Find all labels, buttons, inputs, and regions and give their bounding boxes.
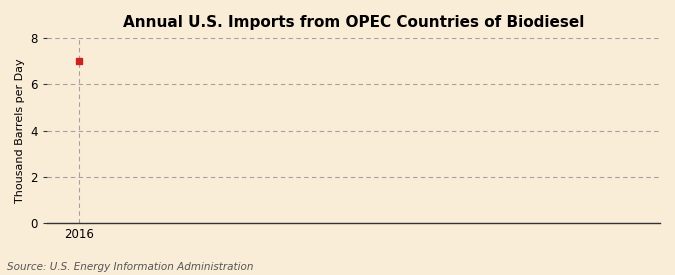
Y-axis label: Thousand Barrels per Day: Thousand Barrels per Day [15,58,25,203]
Title: Annual U.S. Imports from OPEC Countries of Biodiesel: Annual U.S. Imports from OPEC Countries … [123,15,585,30]
Text: Source: U.S. Energy Information Administration: Source: U.S. Energy Information Administ… [7,262,253,272]
